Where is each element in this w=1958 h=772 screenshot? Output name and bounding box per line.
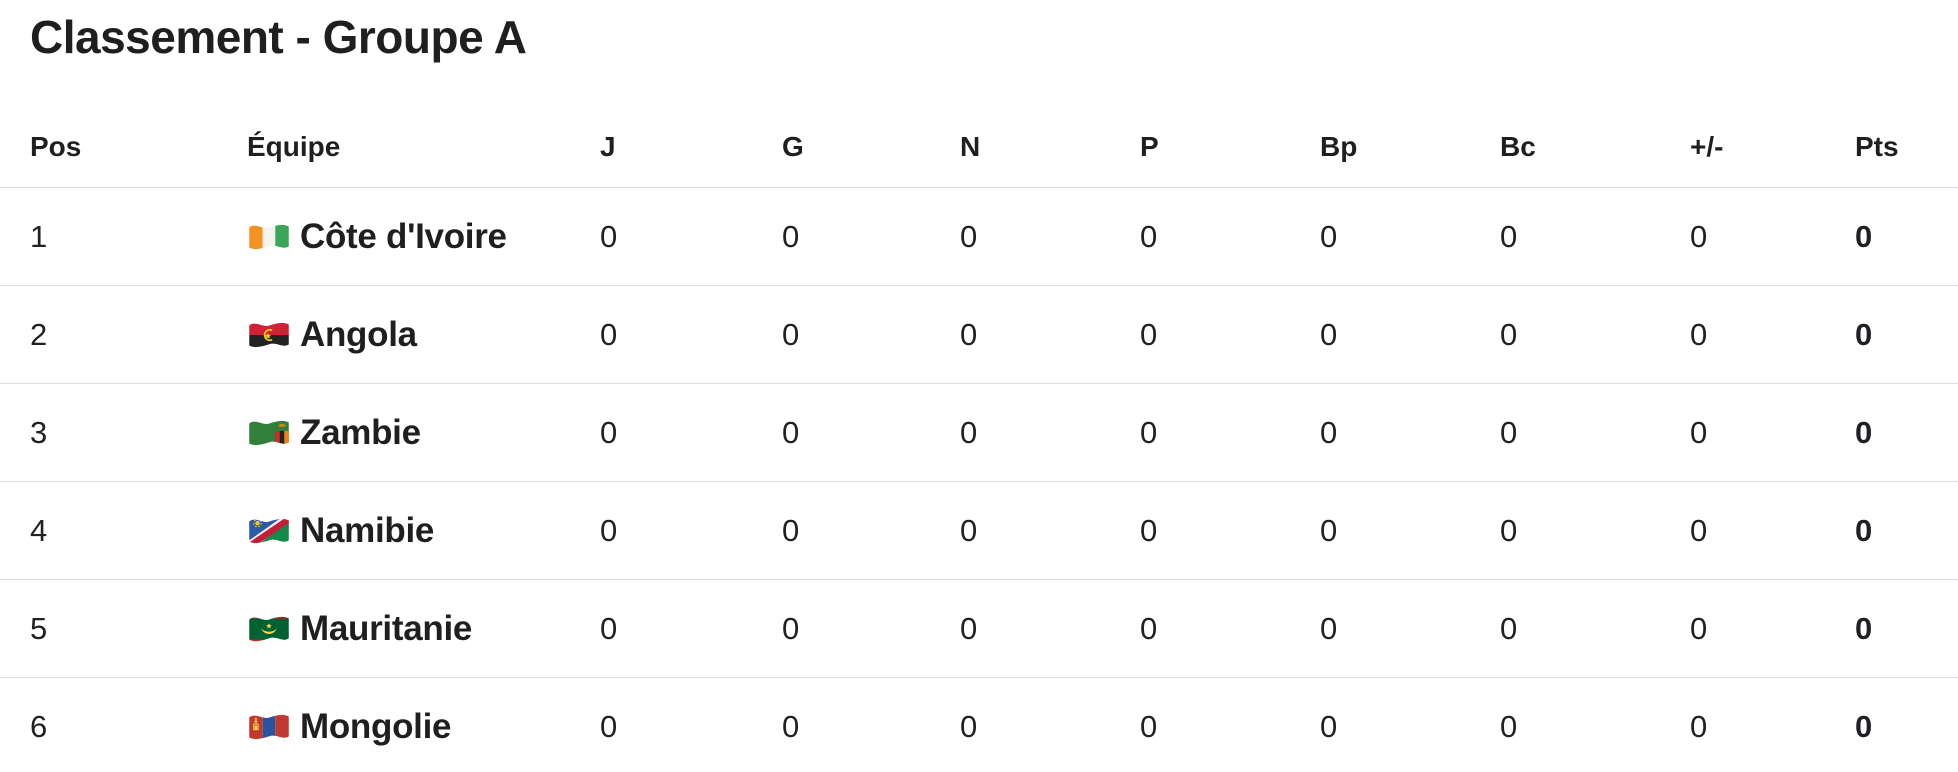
stat-g: 0 (782, 709, 800, 744)
stat-bc: 0 (1500, 610, 1518, 646)
stat-bc: 0 (1500, 218, 1518, 254)
stat-n: 0 (960, 512, 978, 548)
stat-bp: 0 (1320, 709, 1338, 744)
stat-p: 0 (1140, 610, 1158, 646)
table-row: 5 Mauritanie 0 (0, 580, 1958, 678)
flag-angola-icon (247, 319, 291, 351)
stat-bp: 0 (1320, 316, 1338, 352)
column-header-bc: Bc (1500, 131, 1536, 162)
table-row: 4 Namibie (0, 482, 1958, 580)
stat-g: 0 (782, 414, 800, 450)
stat-pts: 0 (1855, 709, 1873, 744)
position-value: 2 (30, 316, 48, 352)
stat-diff: 0 (1690, 709, 1708, 744)
stat-bc: 0 (1500, 709, 1518, 744)
stat-pts: 0 (1855, 218, 1873, 254)
position-value: 6 (30, 709, 48, 744)
stat-j: 0 (600, 512, 618, 548)
team-link[interactable]: Mauritanie (247, 609, 600, 649)
stat-p: 0 (1140, 316, 1158, 352)
stat-diff: 0 (1690, 316, 1708, 352)
column-header-p: P (1140, 131, 1159, 162)
stat-g: 0 (782, 512, 800, 548)
position-value: 4 (30, 512, 48, 548)
stat-bp: 0 (1320, 610, 1338, 646)
stat-bp: 0 (1320, 414, 1338, 450)
stat-diff: 0 (1690, 218, 1708, 254)
stat-n: 0 (960, 414, 978, 450)
team-name: Mauritanie (300, 608, 473, 648)
column-header-pos: Pos (30, 131, 82, 162)
stat-j: 0 (600, 414, 618, 450)
stat-g: 0 (782, 610, 800, 646)
stat-j: 0 (600, 316, 618, 352)
team-link[interactable]: Zambie (247, 413, 600, 453)
team-name: Mongolie (300, 707, 452, 746)
stat-bp: 0 (1320, 512, 1338, 548)
stat-pts: 0 (1855, 316, 1873, 352)
stat-n: 0 (960, 316, 978, 352)
standings-widget: Classement - Groupe A Pos Équipe J G N P… (0, 12, 1958, 772)
team-name: Côte d'Ivoire (300, 216, 507, 256)
column-header-g: G (782, 131, 804, 162)
position-value: 3 (30, 414, 48, 450)
stat-pts: 0 (1855, 610, 1873, 646)
stat-n: 0 (960, 610, 978, 646)
team-name: Angola (300, 314, 417, 354)
team-link[interactable]: Namibie (247, 511, 600, 551)
team-link[interactable]: Mongolie (247, 707, 600, 747)
stat-g: 0 (782, 316, 800, 352)
standings-table: Pos Équipe J G N P Bp Bc +/- Pts 1 (0, 62, 1958, 772)
stat-bc: 0 (1500, 316, 1518, 352)
stat-pts: 0 (1855, 512, 1873, 548)
stat-p: 0 (1140, 512, 1158, 548)
position-value: 5 (30, 610, 48, 646)
column-header-n: N (960, 131, 981, 162)
flag-mauritanie-icon (247, 613, 291, 645)
column-header-team: Équipe (247, 131, 341, 162)
stat-bp: 0 (1320, 218, 1338, 254)
table-row: 2 Angola 0 0 0 (0, 286, 1958, 384)
position-value: 1 (30, 218, 48, 254)
team-name: Namibie (300, 510, 435, 550)
page-title: Classement - Groupe A (30, 11, 527, 63)
table-header-row: Pos Équipe J G N P Bp Bc +/- Pts (0, 62, 1958, 188)
stat-p: 0 (1140, 414, 1158, 450)
column-header-bp: Bp (1320, 131, 1358, 162)
stat-diff: 0 (1690, 610, 1708, 646)
flag-namibie-icon (247, 515, 291, 547)
team-link[interactable]: Côte d'Ivoire (247, 217, 600, 257)
stat-g: 0 (782, 218, 800, 254)
flag-mongolie-icon (247, 711, 291, 743)
team-name: Zambie (300, 412, 421, 452)
table-row: 6 (0, 678, 1958, 772)
team-link[interactable]: Angola (247, 315, 600, 355)
table-row: 3 Zambie 0 0 (0, 384, 1958, 482)
column-header-pts: Pts (1855, 131, 1899, 162)
stat-pts: 0 (1855, 414, 1873, 450)
column-header-j: J (600, 131, 616, 162)
stat-n: 0 (960, 709, 978, 744)
stat-p: 0 (1140, 709, 1158, 744)
stat-p: 0 (1140, 218, 1158, 254)
stat-n: 0 (960, 218, 978, 254)
flag-cote-divoire-icon (247, 221, 291, 253)
stat-diff: 0 (1690, 512, 1708, 548)
stat-j: 0 (600, 218, 618, 254)
stat-j: 0 (600, 709, 618, 744)
table-row: 1 Côte d'Ivoire 0 0 0 0 (0, 188, 1958, 286)
stat-bc: 0 (1500, 512, 1518, 548)
stat-j: 0 (600, 610, 618, 646)
column-header-diff: +/- (1690, 131, 1724, 162)
stat-bc: 0 (1500, 414, 1518, 450)
stat-diff: 0 (1690, 414, 1708, 450)
flag-zambie-icon (247, 417, 291, 449)
